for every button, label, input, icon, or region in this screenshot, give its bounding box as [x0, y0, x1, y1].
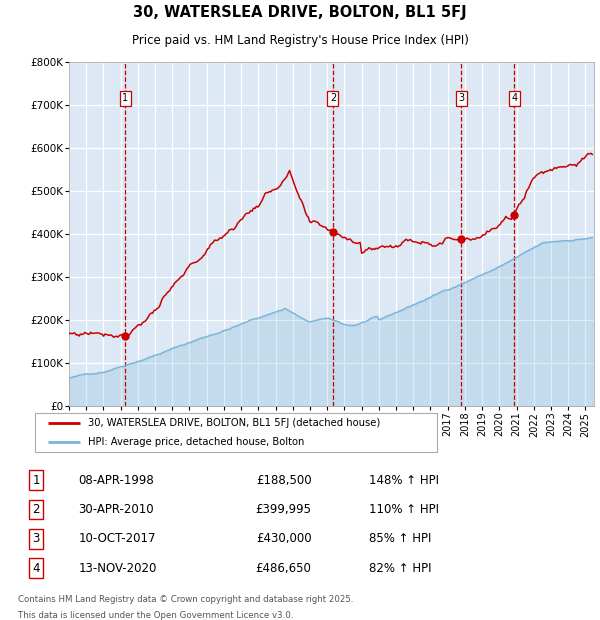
Text: 1: 1 — [122, 93, 128, 103]
Text: 30, WATERSLEA DRIVE, BOLTON, BL1 5FJ (detached house): 30, WATERSLEA DRIVE, BOLTON, BL1 5FJ (de… — [88, 418, 380, 428]
Text: 30-APR-2010: 30-APR-2010 — [78, 503, 154, 516]
Text: 13-NOV-2020: 13-NOV-2020 — [78, 562, 157, 575]
Text: £399,995: £399,995 — [256, 503, 311, 516]
Text: £188,500: £188,500 — [256, 474, 311, 487]
Text: 4: 4 — [511, 93, 517, 103]
Text: 2: 2 — [330, 93, 336, 103]
Text: 3: 3 — [32, 533, 40, 545]
FancyBboxPatch shape — [35, 414, 437, 452]
Text: 10-OCT-2017: 10-OCT-2017 — [78, 533, 156, 545]
Text: 148% ↑ HPI: 148% ↑ HPI — [369, 474, 439, 487]
Text: HPI: Average price, detached house, Bolton: HPI: Average price, detached house, Bolt… — [88, 437, 304, 447]
Text: Contains HM Land Registry data © Crown copyright and database right 2025.: Contains HM Land Registry data © Crown c… — [18, 595, 353, 604]
Text: 30, WATERSLEA DRIVE, BOLTON, BL1 5FJ: 30, WATERSLEA DRIVE, BOLTON, BL1 5FJ — [133, 5, 467, 20]
Text: 4: 4 — [32, 562, 40, 575]
Text: This data is licensed under the Open Government Licence v3.0.: This data is licensed under the Open Gov… — [18, 611, 293, 620]
Text: 08-APR-1998: 08-APR-1998 — [78, 474, 154, 487]
Text: 85% ↑ HPI: 85% ↑ HPI — [369, 533, 431, 545]
Text: 1: 1 — [32, 474, 40, 487]
Text: 3: 3 — [458, 93, 464, 103]
Text: Price paid vs. HM Land Registry's House Price Index (HPI): Price paid vs. HM Land Registry's House … — [131, 34, 469, 47]
Text: £486,650: £486,650 — [256, 562, 311, 575]
Text: 2: 2 — [32, 503, 40, 516]
Text: £430,000: £430,000 — [256, 533, 311, 545]
Text: 82% ↑ HPI: 82% ↑ HPI — [369, 562, 431, 575]
Text: 110% ↑ HPI: 110% ↑ HPI — [369, 503, 439, 516]
